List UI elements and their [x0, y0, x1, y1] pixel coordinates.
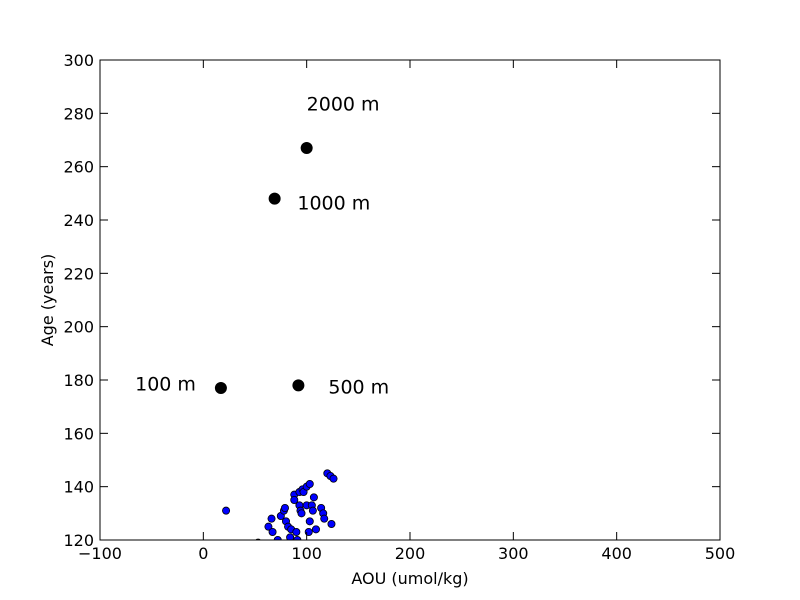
- x-tick-label: 300: [498, 544, 529, 563]
- x-tick-label: 400: [601, 544, 632, 563]
- x-tick-label: 200: [395, 544, 426, 563]
- y-tick-label: 180: [63, 371, 94, 390]
- data-point: [280, 503, 289, 512]
- y-axis-label: Age (years): [38, 254, 57, 347]
- depth-annotation: 500 m: [328, 376, 389, 398]
- annotations-layer: 100 m 500 m 1000 m 2000 m: [135, 94, 389, 399]
- data-point: [293, 536, 302, 540]
- x-tick-label: 0: [198, 544, 208, 563]
- y-tick-label: 240: [63, 211, 94, 230]
- depth-annotation: 1000 m: [297, 192, 370, 214]
- x-tick-label: −100: [78, 544, 122, 563]
- x-axis-label: AOU (umol/kg): [351, 569, 468, 588]
- y-tick-label: 160: [63, 424, 94, 443]
- y-tick-label: 140: [63, 478, 94, 497]
- depth-point: [214, 382, 227, 394]
- data-point: [290, 495, 299, 504]
- data-point: [308, 506, 317, 515]
- y-tick-label: 280: [63, 104, 94, 123]
- points-layer: [214, 142, 338, 540]
- depth-point: [292, 379, 305, 392]
- data-point: [327, 520, 336, 529]
- data-point: [309, 493, 318, 502]
- data-point: [268, 528, 277, 537]
- y-tick-label: 120: [63, 531, 94, 550]
- x-tick-label: 500: [705, 544, 736, 563]
- data-point: [286, 533, 295, 540]
- data-point: [305, 479, 314, 488]
- data-point: [267, 514, 276, 523]
- data-point: [305, 517, 314, 526]
- y-tick-label: 220: [63, 264, 94, 283]
- data-point: [292, 528, 301, 537]
- data-point: [329, 474, 338, 483]
- depth-point: [268, 192, 281, 205]
- x-tick-label: 100: [291, 544, 322, 563]
- y-tick-label: 300: [63, 51, 94, 70]
- depth-point: [300, 142, 313, 154]
- data-point: [311, 525, 320, 534]
- data-point: [320, 514, 329, 523]
- data-point: [264, 522, 273, 531]
- depth-annotation: 100 m: [135, 374, 196, 396]
- data-point: [297, 509, 306, 518]
- plot-frame: [99, 59, 721, 541]
- y-tick-label: 200: [63, 318, 94, 337]
- y-tick-label: 260: [63, 158, 94, 177]
- ticks-layer: −100 0 100 200 300 400 500 120 140 160 180 200 220 24…: [63, 51, 735, 563]
- data-point: [273, 536, 282, 540]
- depth-annotation: 2000 m: [307, 94, 380, 116]
- data-point: [222, 506, 231, 515]
